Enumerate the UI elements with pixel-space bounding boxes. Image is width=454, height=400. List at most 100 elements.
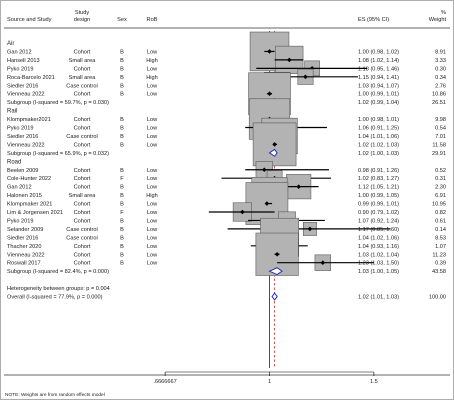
study-rob: Low	[147, 202, 158, 208]
study-design: Cohort	[74, 252, 91, 258]
study-rob: Low	[147, 168, 158, 174]
study-sex: B	[120, 75, 124, 81]
design-header: design	[74, 17, 90, 23]
study-rob: Low	[147, 227, 158, 233]
study-sex: B	[120, 49, 124, 55]
study-sex: B	[120, 185, 124, 191]
effect-size-ci: 1.03 (1.02, 1.04)	[358, 252, 399, 258]
study-rob: Low	[147, 92, 158, 98]
study-design: Cohort	[74, 202, 91, 208]
study-rob: Low	[147, 142, 158, 148]
summary-label: Subgroup (I-squared = 65.9%, p = 0.032)	[7, 151, 109, 157]
x-tick-label: 1.5	[370, 379, 378, 385]
study-weight: 8.91	[435, 49, 446, 55]
study-design: Cohort	[74, 49, 91, 55]
study-name: Lim & Jorgensen 2021	[7, 210, 63, 216]
study-header: Source and Study	[7, 17, 52, 23]
study-name: Siedler 2016	[7, 235, 38, 241]
study-sex: B	[120, 126, 124, 132]
study-weight: 7.01	[435, 134, 446, 140]
effect-size-ci: 1.04 (1.01, 1.06)	[358, 134, 399, 140]
study-design: Cohort	[74, 218, 91, 224]
study-weight: 0.39	[435, 261, 446, 267]
study-name: Siedler 2016	[7, 83, 38, 89]
study-sex: B	[120, 92, 124, 98]
study-sex: B	[120, 66, 124, 72]
summary-label: Subgroup (I-squared = 82.4%, p = 0.000)	[7, 269, 109, 275]
effect-size-ci: 1.03 (0.94, 1.07)	[358, 83, 399, 89]
study-name: Halonen 2015	[7, 193, 42, 199]
study-design: Cohort	[74, 142, 91, 148]
study-sex: B	[120, 261, 124, 267]
study-design: Small area	[69, 75, 97, 81]
subgroup-diamond	[268, 148, 278, 157]
study-rob: Low	[147, 83, 158, 89]
study-name: Cole-Hunter 2022	[7, 176, 51, 182]
study-weight: 8.53	[435, 235, 446, 241]
study-design: Case control	[66, 134, 97, 140]
effect-size-ci: 0.98 (0.91, 1.26)	[358, 168, 399, 174]
point-estimate	[303, 74, 308, 80]
pct-header: %	[441, 10, 446, 16]
point-estimate	[240, 209, 245, 215]
study-design: Cohort	[74, 66, 91, 72]
point-estimate	[261, 167, 267, 173]
study-sex: B	[120, 83, 124, 89]
study-design: Cohort	[74, 176, 91, 182]
study-rob: Low	[147, 218, 158, 224]
study-weight: 6.91	[435, 193, 446, 199]
study-rob: High	[146, 75, 158, 81]
study-rob: Low	[147, 261, 158, 267]
footnote: NOTE: Weights are from random effects mo…	[5, 392, 105, 398]
effect-size-ci: 1.04 (1.02, 1.06)	[358, 235, 399, 241]
study-design: Cohort	[74, 117, 91, 123]
study-name: Siedler 2016	[7, 134, 38, 140]
study-rob: Low	[147, 117, 158, 123]
design-header-top: Study	[75, 10, 90, 16]
effect-size-ci: 0.99 (0.99, 1.01)	[358, 202, 399, 208]
study-rob: High	[146, 58, 158, 64]
effect-size-ci: 1.17 (0.85, 1.60)	[358, 227, 399, 233]
study-name: Pyko 2019	[7, 126, 33, 132]
study-design: Cohort	[74, 261, 91, 267]
study-design: Small area	[69, 58, 97, 64]
summary-label: Overall (I-squared = 77.9%, p = 0.000)	[7, 295, 103, 301]
study-name: Vienneau 2022	[7, 92, 45, 98]
effect-size-ci: 1.15 (0.94, 1.41)	[358, 75, 399, 81]
study-weight: 0.61	[435, 218, 446, 224]
study-weight: 2.30	[435, 185, 446, 191]
x-tick-label: 1	[268, 379, 271, 385]
point-estimate	[320, 260, 326, 265]
study-sex: F	[120, 210, 124, 216]
study-name: Roca-Barcelo 2021	[7, 75, 55, 81]
effect-size-ci: 1.04 (0.93, 1.16)	[358, 244, 399, 250]
study-weight: 9.98	[435, 117, 446, 123]
study-design: Cohort	[74, 168, 91, 174]
study-design: Cohort	[74, 92, 91, 98]
study-name: Pyko 2019	[7, 218, 33, 224]
effect-size-ci: 1.02 (0.83, 1.27)	[358, 176, 399, 182]
study-weight: 100.00	[429, 295, 446, 301]
study-rob: Low	[147, 244, 158, 250]
study-name: Beelen 2009	[7, 168, 38, 174]
study-design: Cohort	[74, 210, 91, 216]
study-name: Klompmaker 2021	[7, 202, 52, 208]
subgroup-diamond	[268, 267, 283, 276]
study-weight: 0.82	[435, 210, 446, 216]
study-sex: B	[120, 134, 124, 140]
study-name: Vienneau 2022	[7, 142, 45, 148]
study-weight: 11.23	[432, 252, 446, 258]
study-sex: B	[120, 235, 124, 241]
study-rob: Low	[147, 185, 158, 191]
section-label: Road	[7, 159, 21, 165]
study-name: Roswall 2017	[7, 261, 41, 267]
study-design: Case control	[66, 235, 97, 241]
sex-header: Sex	[117, 17, 127, 23]
study-design: Cohort	[74, 244, 91, 250]
study-sex: B	[120, 202, 124, 208]
point-estimate	[287, 57, 292, 63]
study-rob: Low	[147, 134, 158, 140]
study-design: Cohort	[74, 185, 91, 191]
study-weight: 3.33	[435, 58, 446, 64]
